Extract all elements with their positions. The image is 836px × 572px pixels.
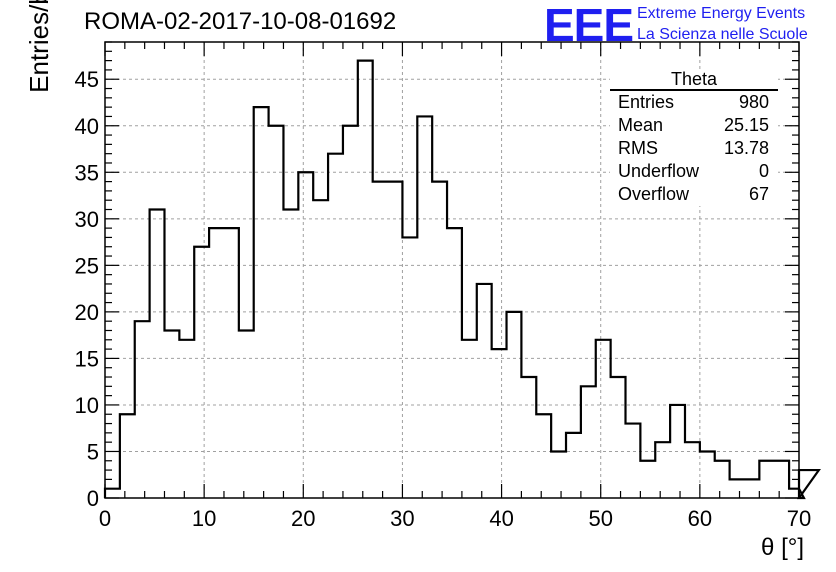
histogram-bin	[269, 126, 284, 498]
stats-label: Entries	[618, 92, 675, 112]
y-tick-label: 15	[75, 346, 99, 371]
histogram-bin	[774, 461, 789, 498]
stats-row-mean: Mean 25.15	[610, 114, 778, 137]
histogram-bin	[700, 451, 715, 498]
histogram-bin	[283, 210, 298, 498]
histogram-bin	[536, 414, 551, 498]
y-tick-label: 25	[75, 253, 99, 278]
y-tick-label: 40	[75, 114, 99, 139]
histogram-bin	[239, 330, 254, 498]
x-tick-label: 50	[588, 506, 612, 531]
histogram-bin	[373, 182, 388, 498]
chart-title: ROMA-02-2017-10-08-01692	[84, 8, 397, 35]
histogram-bin	[744, 479, 759, 498]
histogram-bin	[551, 451, 566, 498]
histogram-bin	[462, 340, 477, 498]
y-tick-label: 45	[75, 67, 99, 92]
histogram-series	[103, 59, 821, 500]
y-tick-label: 30	[75, 207, 99, 232]
stats-label: RMS	[618, 138, 658, 158]
x-axis-label: θ [°]	[761, 534, 804, 561]
stats-value: 980	[738, 92, 769, 112]
histogram-bin	[194, 247, 209, 498]
histogram-bin	[447, 228, 462, 498]
y-axis-label: Entries/bin	[24, 0, 54, 93]
histogram-bin	[611, 377, 626, 498]
histogram-bin	[789, 489, 799, 498]
histogram-bin	[685, 442, 700, 498]
x-tick-label: 0	[99, 506, 111, 531]
histogram-bin	[507, 312, 522, 498]
stats-box: Theta Entries 980 Mean 25.15 RMS 13.78 U…	[610, 69, 778, 206]
stats-value: 25.15	[723, 115, 769, 135]
stats-row-overflow: Overflow 67	[610, 183, 778, 206]
histogram-bin	[224, 228, 239, 498]
histogram-bin	[626, 424, 641, 498]
histogram-bin	[328, 154, 343, 498]
histogram-bin	[343, 126, 358, 498]
stats-row-entries: Entries 980	[610, 91, 778, 114]
histogram-bin	[566, 433, 581, 498]
histogram-bin	[388, 182, 403, 498]
stats-label: Overflow	[618, 184, 690, 204]
histogram-bin	[581, 386, 596, 498]
logo-caption-line1: Extreme Energy Events	[637, 5, 806, 22]
y-tick-label: 35	[75, 160, 99, 185]
histogram-bin	[432, 182, 447, 498]
histogram-bin	[298, 172, 313, 498]
histogram-bin	[759, 461, 774, 498]
y-tick-label: 0	[87, 486, 99, 511]
histogram-bin	[477, 284, 492, 498]
x-tick-label: 20	[291, 506, 315, 531]
stats-label: Underflow	[618, 161, 700, 181]
x-tick-label: 60	[688, 506, 712, 531]
histogram-bin	[254, 107, 269, 498]
logo-caption-line2: La Scienza nelle Scuole	[637, 26, 808, 43]
histogram-bin	[313, 200, 328, 498]
x-tick-label: 70	[787, 506, 811, 531]
plot-frame-rect	[104, 41, 800, 499]
stats-row-underflow: Underflow 0	[610, 160, 778, 183]
stats-title: Theta	[610, 69, 778, 91]
y-tick-label: 5	[87, 439, 99, 464]
logo-caption: Extreme Energy Events La Scienza nelle S…	[637, 3, 808, 45]
axis-ticks	[104, 41, 800, 499]
histogram-bin	[402, 237, 417, 498]
histogram-bin	[179, 340, 194, 498]
x-tick-label: 40	[489, 506, 513, 531]
y-tick-label: 20	[75, 300, 99, 325]
histogram-bin	[417, 116, 432, 498]
stats-row-rms: RMS 13.78	[610, 137, 778, 160]
stats-label: Mean	[618, 115, 664, 135]
histogram-bin	[640, 461, 655, 498]
stats-value: 0	[758, 161, 769, 181]
histogram-bin	[670, 405, 685, 498]
histogram-bin	[730, 479, 745, 498]
stats-value: 67	[748, 184, 769, 204]
histogram-bin	[150, 210, 165, 498]
histogram-bin	[492, 349, 507, 498]
x-tick-label: 10	[192, 506, 216, 531]
histogram-bin	[655, 442, 670, 498]
y-tick-label: 10	[75, 393, 99, 418]
eee-logo: EEE	[544, 0, 634, 51]
axis-tick-labels: 0 10 20 30 40 50 60 70 0 5 10 15 20 25 30 35 40 45	[75, 67, 812, 531]
histogram-bin	[209, 228, 224, 498]
histogram-bin	[105, 489, 120, 498]
plot-frame	[104, 41, 800, 499]
histogram-bin	[596, 340, 611, 498]
histogram-bin	[120, 414, 135, 498]
histogram-bin	[358, 61, 373, 498]
histogram-bin	[521, 377, 536, 498]
stats-value: 13.78	[723, 138, 769, 158]
x-tick-label: 30	[390, 506, 414, 531]
histogram-bin	[164, 330, 179, 498]
histogram-bin	[135, 321, 150, 498]
histogram-outline	[103, 59, 821, 500]
histogram-bin	[715, 461, 730, 498]
